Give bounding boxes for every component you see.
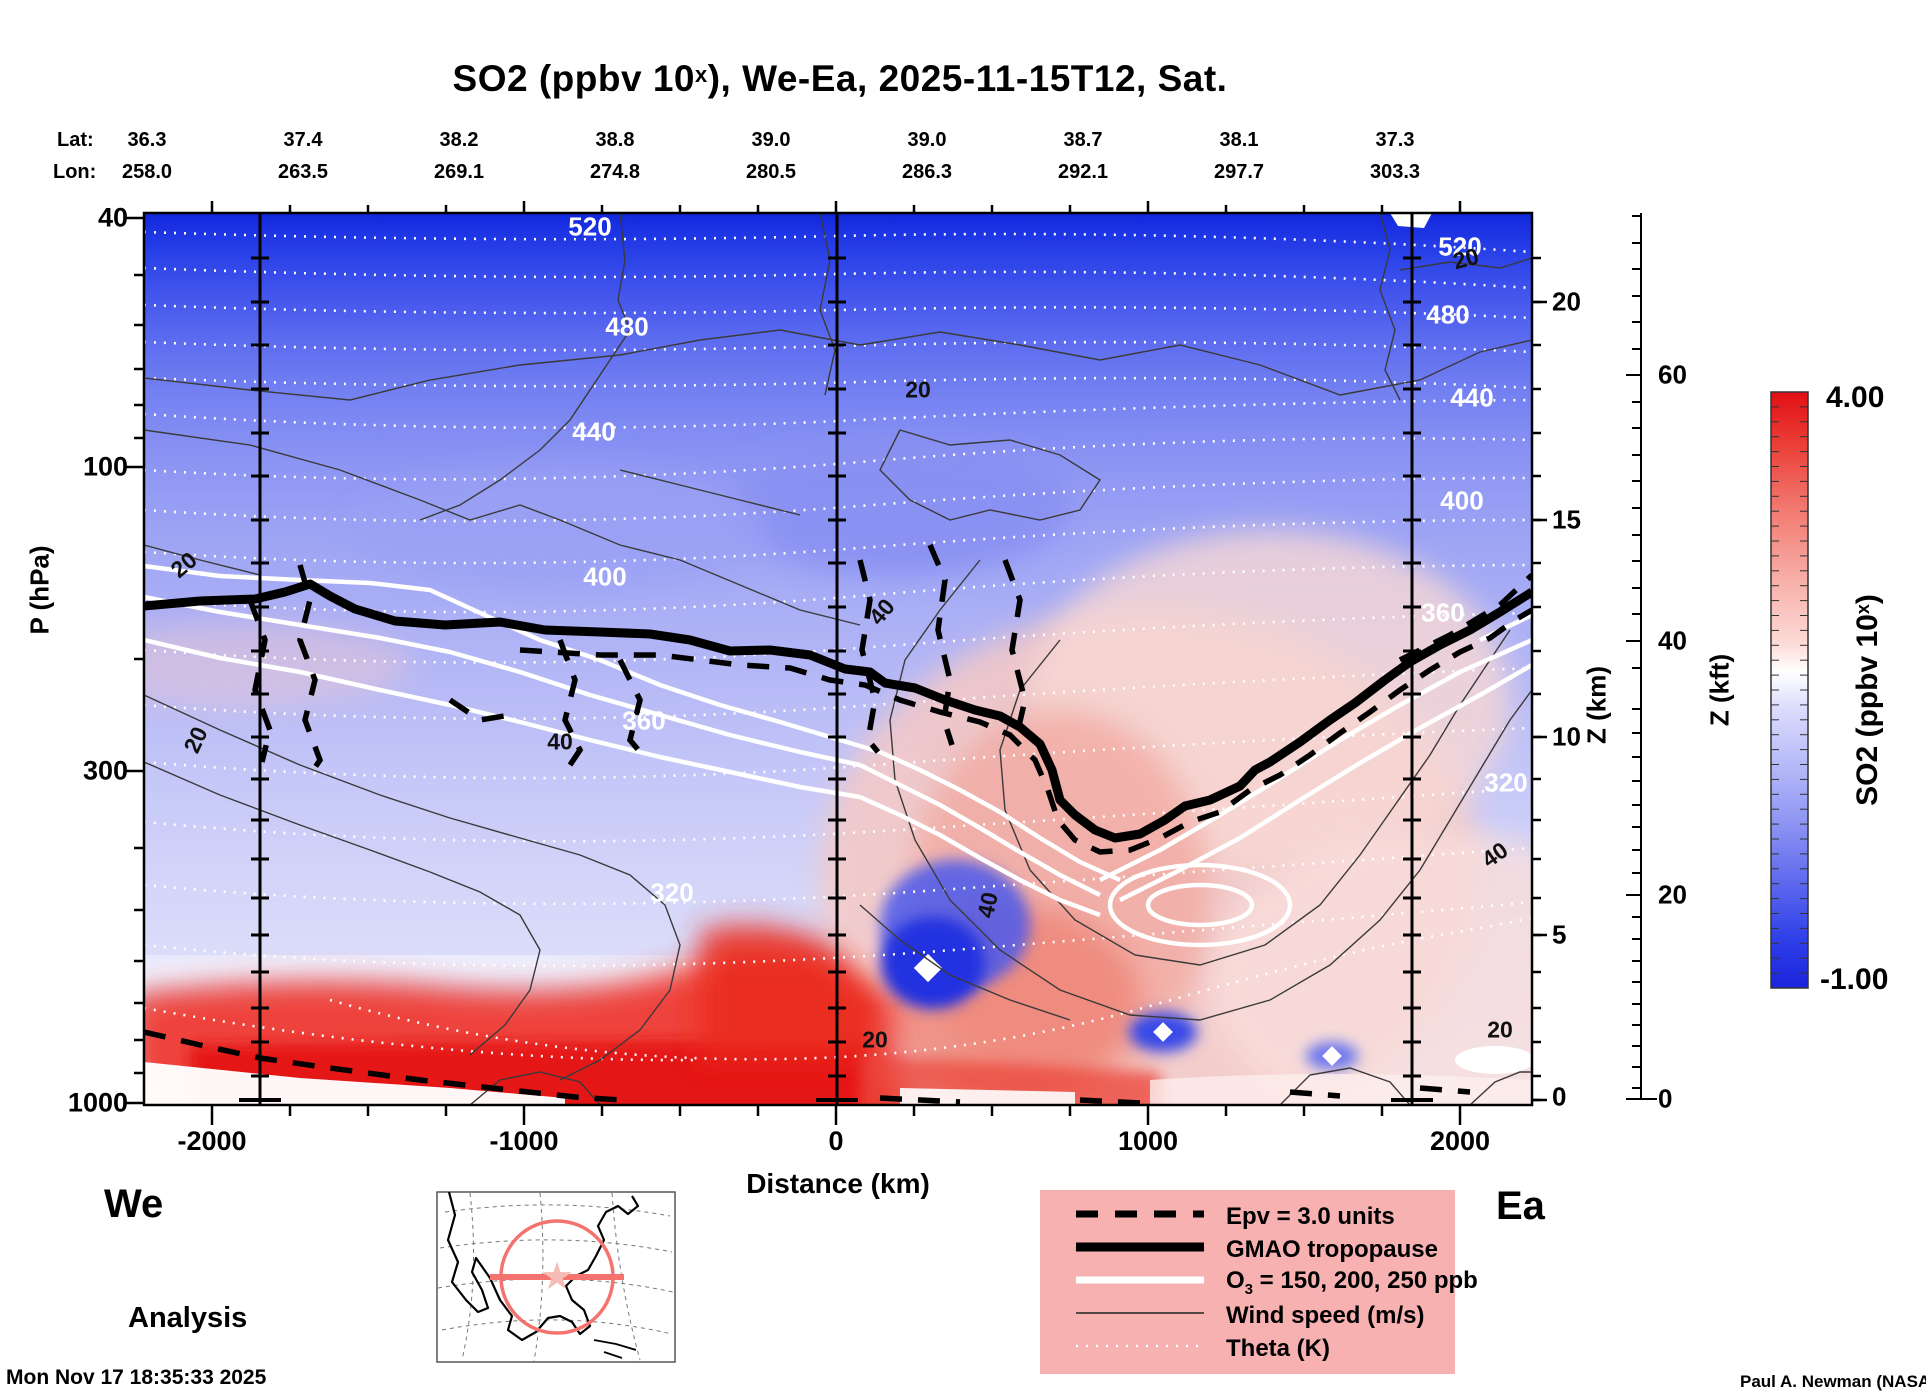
lon-value: 297.7 bbox=[1213, 161, 1265, 183]
theta-contour-label: 480 bbox=[1426, 299, 1470, 330]
lon-value: 292.1 bbox=[1057, 161, 1109, 183]
theta-contours bbox=[144, 230, 1532, 1062]
wind-contour-label: 20 bbox=[905, 376, 931, 403]
lat-value: 38.8 bbox=[595, 129, 635, 151]
wind-contour-label: 40 bbox=[972, 889, 1003, 921]
legend-item-label: Wind speed (m/s) bbox=[1226, 1301, 1425, 1329]
pressure-tick-label: 40 bbox=[97, 202, 128, 233]
map-coastline-islands bbox=[593, 1339, 637, 1359]
legend-item-label: Epv = 3.0 units bbox=[1226, 1202, 1395, 1230]
legend-box: Epv = 3.0 units GMAO tropopause O3 = 150, … bbox=[1040, 1190, 1478, 1374]
z-kft-tick-label: 20 bbox=[1658, 879, 1687, 910]
map-coastline bbox=[446, 1191, 640, 1342]
tropopause-line bbox=[144, 579, 1532, 843]
lat-value: 38.1 bbox=[1219, 129, 1259, 151]
wind-speed-contours bbox=[144, 213, 1532, 1105]
distance-tick-label: -1000 bbox=[489, 1126, 559, 1156]
lon-value: 286.3 bbox=[901, 161, 953, 183]
legend-line-sample-icon bbox=[1076, 1272, 1204, 1293]
theta-contour-label: 400 bbox=[583, 561, 627, 592]
theta-contour-label: 520 bbox=[568, 211, 612, 242]
lon-row-label: Lon: bbox=[53, 161, 97, 183]
transect-marker-lines bbox=[239, 213, 1433, 1105]
map-center-star-icon: ★ bbox=[540, 1256, 574, 1298]
legend-item: GMAO tropopause bbox=[1076, 1233, 1455, 1266]
lat-value: 36.3 bbox=[127, 129, 167, 151]
z-km-tick-label: 20 bbox=[1552, 286, 1581, 317]
lon-value: 274.8 bbox=[589, 161, 641, 183]
lon-value: 280.5 bbox=[745, 161, 797, 183]
legend-item: O3 = 150, 200, 250 ppb bbox=[1076, 1266, 1478, 1299]
theta-contour-label: 440 bbox=[572, 416, 616, 447]
colorbar-max-label: 4.00 bbox=[1826, 381, 1885, 414]
lon-value: 263.5 bbox=[277, 161, 329, 183]
legend-item: Wind speed (m/s) bbox=[1076, 1299, 1455, 1332]
z-kft-tick-label: 60 bbox=[1658, 359, 1687, 390]
wind-contour-label: 20 bbox=[1487, 1016, 1513, 1043]
theta-contour-label: 320 bbox=[1484, 767, 1528, 798]
west-corner-label: We bbox=[104, 1182, 164, 1226]
colorbar-axis-label: SO2 (ppbv 10x) bbox=[1851, 594, 1884, 806]
legend-item-label: O3 = 150, 200, 250 ppb bbox=[1226, 1267, 1478, 1298]
theta-contour-label: 440 bbox=[1450, 382, 1494, 413]
z-kft-tick-label: 40 bbox=[1658, 625, 1687, 656]
map-inset: ★ bbox=[436, 1191, 676, 1363]
z-km-tick-label: 5 bbox=[1552, 919, 1567, 950]
distance-tick-label: -2000 bbox=[177, 1126, 247, 1156]
wind-contour-label: 20 bbox=[862, 1026, 888, 1053]
pressure-axis-label: P (hPa) bbox=[24, 545, 55, 635]
legend-line-sample-icon bbox=[1076, 1305, 1204, 1326]
z-kft-axis bbox=[1626, 213, 1657, 1100]
theta-contour-label: 360 bbox=[622, 705, 666, 736]
credit-text: Paul A. Newman (NASA bbox=[1740, 1372, 1926, 1391]
distance-tick-label: 0 bbox=[828, 1126, 844, 1156]
legend-item-label: Theta (K) bbox=[1226, 1334, 1330, 1362]
distance-tick-label: 1000 bbox=[1117, 1126, 1179, 1156]
legend-line-sample-icon bbox=[1076, 1338, 1204, 1359]
lat-value: 39.0 bbox=[751, 129, 791, 151]
pressure-tick-label: 1000 bbox=[67, 1087, 128, 1118]
theta-contour-label: 360 bbox=[1421, 597, 1465, 628]
legend-line-sample-icon bbox=[1076, 1239, 1204, 1260]
colorbar-min-label: -1.00 bbox=[1820, 963, 1889, 996]
lat-value: 37.4 bbox=[283, 129, 323, 151]
z-km-axis-label: Z (km) bbox=[1581, 666, 1612, 744]
z-km-tick-label: 0 bbox=[1552, 1081, 1567, 1112]
lat-value: 38.7 bbox=[1063, 129, 1103, 151]
distance-tick-label: 2000 bbox=[1429, 1126, 1491, 1156]
axis-ticks bbox=[126, 201, 1547, 1125]
lon-value: 303.3 bbox=[1369, 161, 1421, 183]
legend-item: Epv = 3.0 units bbox=[1076, 1200, 1455, 1233]
legend-item-label: GMAO tropopause bbox=[1226, 1235, 1439, 1263]
z-kft-tick-label: 0 bbox=[1658, 1083, 1673, 1114]
lat-value: 39.0 bbox=[907, 129, 947, 151]
wind-contour-label: 40 bbox=[547, 728, 573, 755]
page-title: SO2 (ppbv 10x), We-Ea, 2025-11-15T12, Sa… bbox=[452, 58, 1228, 99]
theta-contour-label: 320 bbox=[650, 877, 694, 908]
analysis-label: Analysis bbox=[128, 1302, 248, 1334]
distance-axis-label: Distance (km) bbox=[746, 1168, 930, 1199]
theta-contour-label: 520 bbox=[1438, 231, 1482, 262]
lat-row-label: Lat: bbox=[57, 129, 94, 151]
z-km-tick-label: 15 bbox=[1552, 504, 1581, 535]
theta-contour-label: 400 bbox=[1440, 485, 1484, 516]
timestamp: Mon Nov 17 18:35:33 2025 bbox=[6, 1366, 267, 1389]
legend-line-sample-icon bbox=[1076, 1206, 1204, 1227]
colorbar bbox=[1770, 391, 1809, 989]
pressure-tick-label: 300 bbox=[82, 755, 128, 786]
lon-value: 269.1 bbox=[433, 161, 485, 183]
pressure-tick-label: 100 bbox=[82, 451, 128, 482]
lon-value: 258.0 bbox=[121, 161, 173, 183]
east-corner-label: Ea bbox=[1496, 1184, 1545, 1228]
map-range-circle bbox=[499, 1219, 615, 1335]
theta-contour-label: 480 bbox=[605, 311, 649, 342]
lat-value: 37.3 bbox=[1375, 129, 1415, 151]
ozone-contours bbox=[144, 563, 1532, 948]
z-kft-axis-label: Z (kft) bbox=[1704, 653, 1735, 727]
lat-value: 38.2 bbox=[439, 129, 479, 151]
z-km-tick-label: 10 bbox=[1552, 721, 1581, 752]
legend-item: Theta (K) bbox=[1076, 1332, 1455, 1365]
